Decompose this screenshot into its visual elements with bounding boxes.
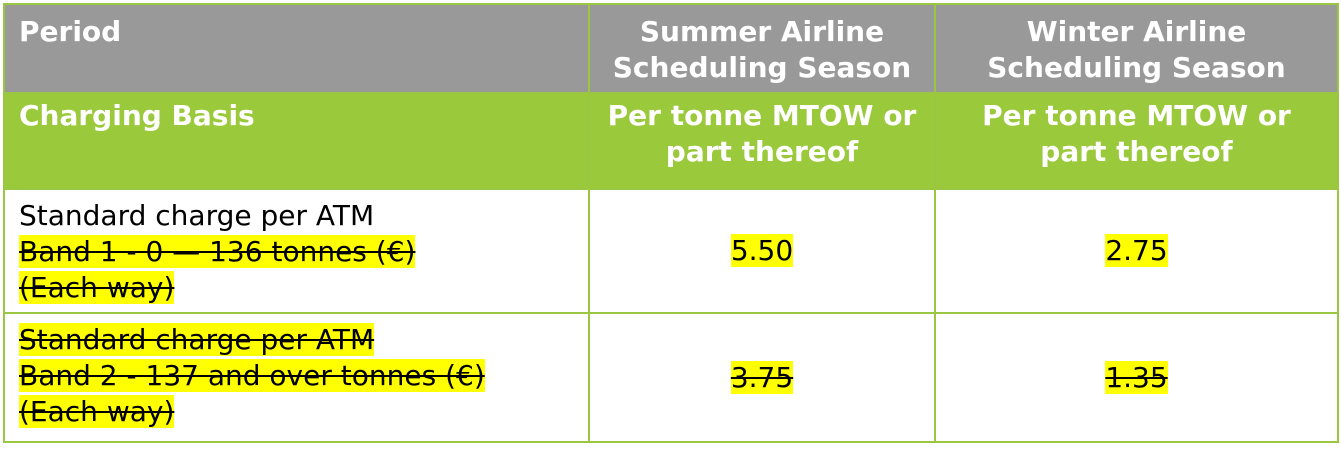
row-1-line-1: Standard charge per ATM xyxy=(19,199,375,232)
period-header-label: Period xyxy=(19,15,122,48)
summer-header-line-2: Scheduling Season xyxy=(612,51,912,84)
row-2-line-2: Band 2 - 137 and over tonnes (€) xyxy=(19,359,485,392)
row-2-line-1: Standard charge per ATM xyxy=(19,323,375,356)
winter-basis-line-1: Per tonne MTOW or xyxy=(982,99,1291,132)
winter-season-header: Winter Airline Scheduling Season xyxy=(934,3,1339,94)
table-row: Standard charge per ATM Band 1 - 0 — 136… xyxy=(3,188,1339,314)
band-2-summer-cell: 3.75 xyxy=(588,312,936,443)
band-1-summer-cell: 5.50 xyxy=(588,188,936,314)
row-1-line-3: (Each way) xyxy=(19,271,175,304)
winter-header-line-2: Scheduling Season xyxy=(987,51,1286,84)
summer-header-line-1: Summer Airline xyxy=(639,15,885,48)
charging-basis-row: Charging Basis Per tonne MTOW or part th… xyxy=(3,92,1339,190)
band-1-description: Standard charge per ATM Band 1 - 0 — 136… xyxy=(3,188,590,314)
row-2-line-3: (Each way) xyxy=(19,395,175,428)
summer-basis-cell: Per tonne MTOW or part thereof xyxy=(588,92,936,190)
band-1-winter-value: 2.75 xyxy=(1105,234,1168,267)
airport-charges-table: Period Summer Airline Scheduling Season … xyxy=(3,3,1339,443)
band-2-summer-value: 3.75 xyxy=(730,360,794,394)
band-2-winter-cell: 1.35 xyxy=(934,312,1339,443)
band-2-winter-value: 1.35 xyxy=(1105,360,1168,394)
table-row: Standard charge per ATM Band 2 - 137 and… xyxy=(3,312,1339,443)
charging-basis-label: Charging Basis xyxy=(19,99,255,132)
winter-header-line-1: Winter Airline xyxy=(1026,15,1247,48)
summer-season-header: Summer Airline Scheduling Season xyxy=(588,3,936,94)
row-1-line-2: Band 1 - 0 — 136 tonnes (€) xyxy=(19,235,416,268)
winter-basis-line-2: part thereof xyxy=(1040,135,1233,168)
header-row: Period Summer Airline Scheduling Season … xyxy=(3,3,1339,94)
charging-basis-label-cell: Charging Basis xyxy=(3,92,590,190)
winter-basis-cell: Per tonne MTOW or part thereof xyxy=(934,92,1339,190)
period-header: Period xyxy=(3,3,590,94)
summer-basis-line-2: part thereof xyxy=(665,135,859,168)
summer-basis-line-1: Per tonne MTOW or xyxy=(607,99,917,132)
band-2-description: Standard charge per ATM Band 2 - 137 and… xyxy=(3,312,590,443)
band-1-winter-cell: 2.75 xyxy=(934,188,1339,314)
band-1-summer-value: 5.50 xyxy=(730,234,794,267)
